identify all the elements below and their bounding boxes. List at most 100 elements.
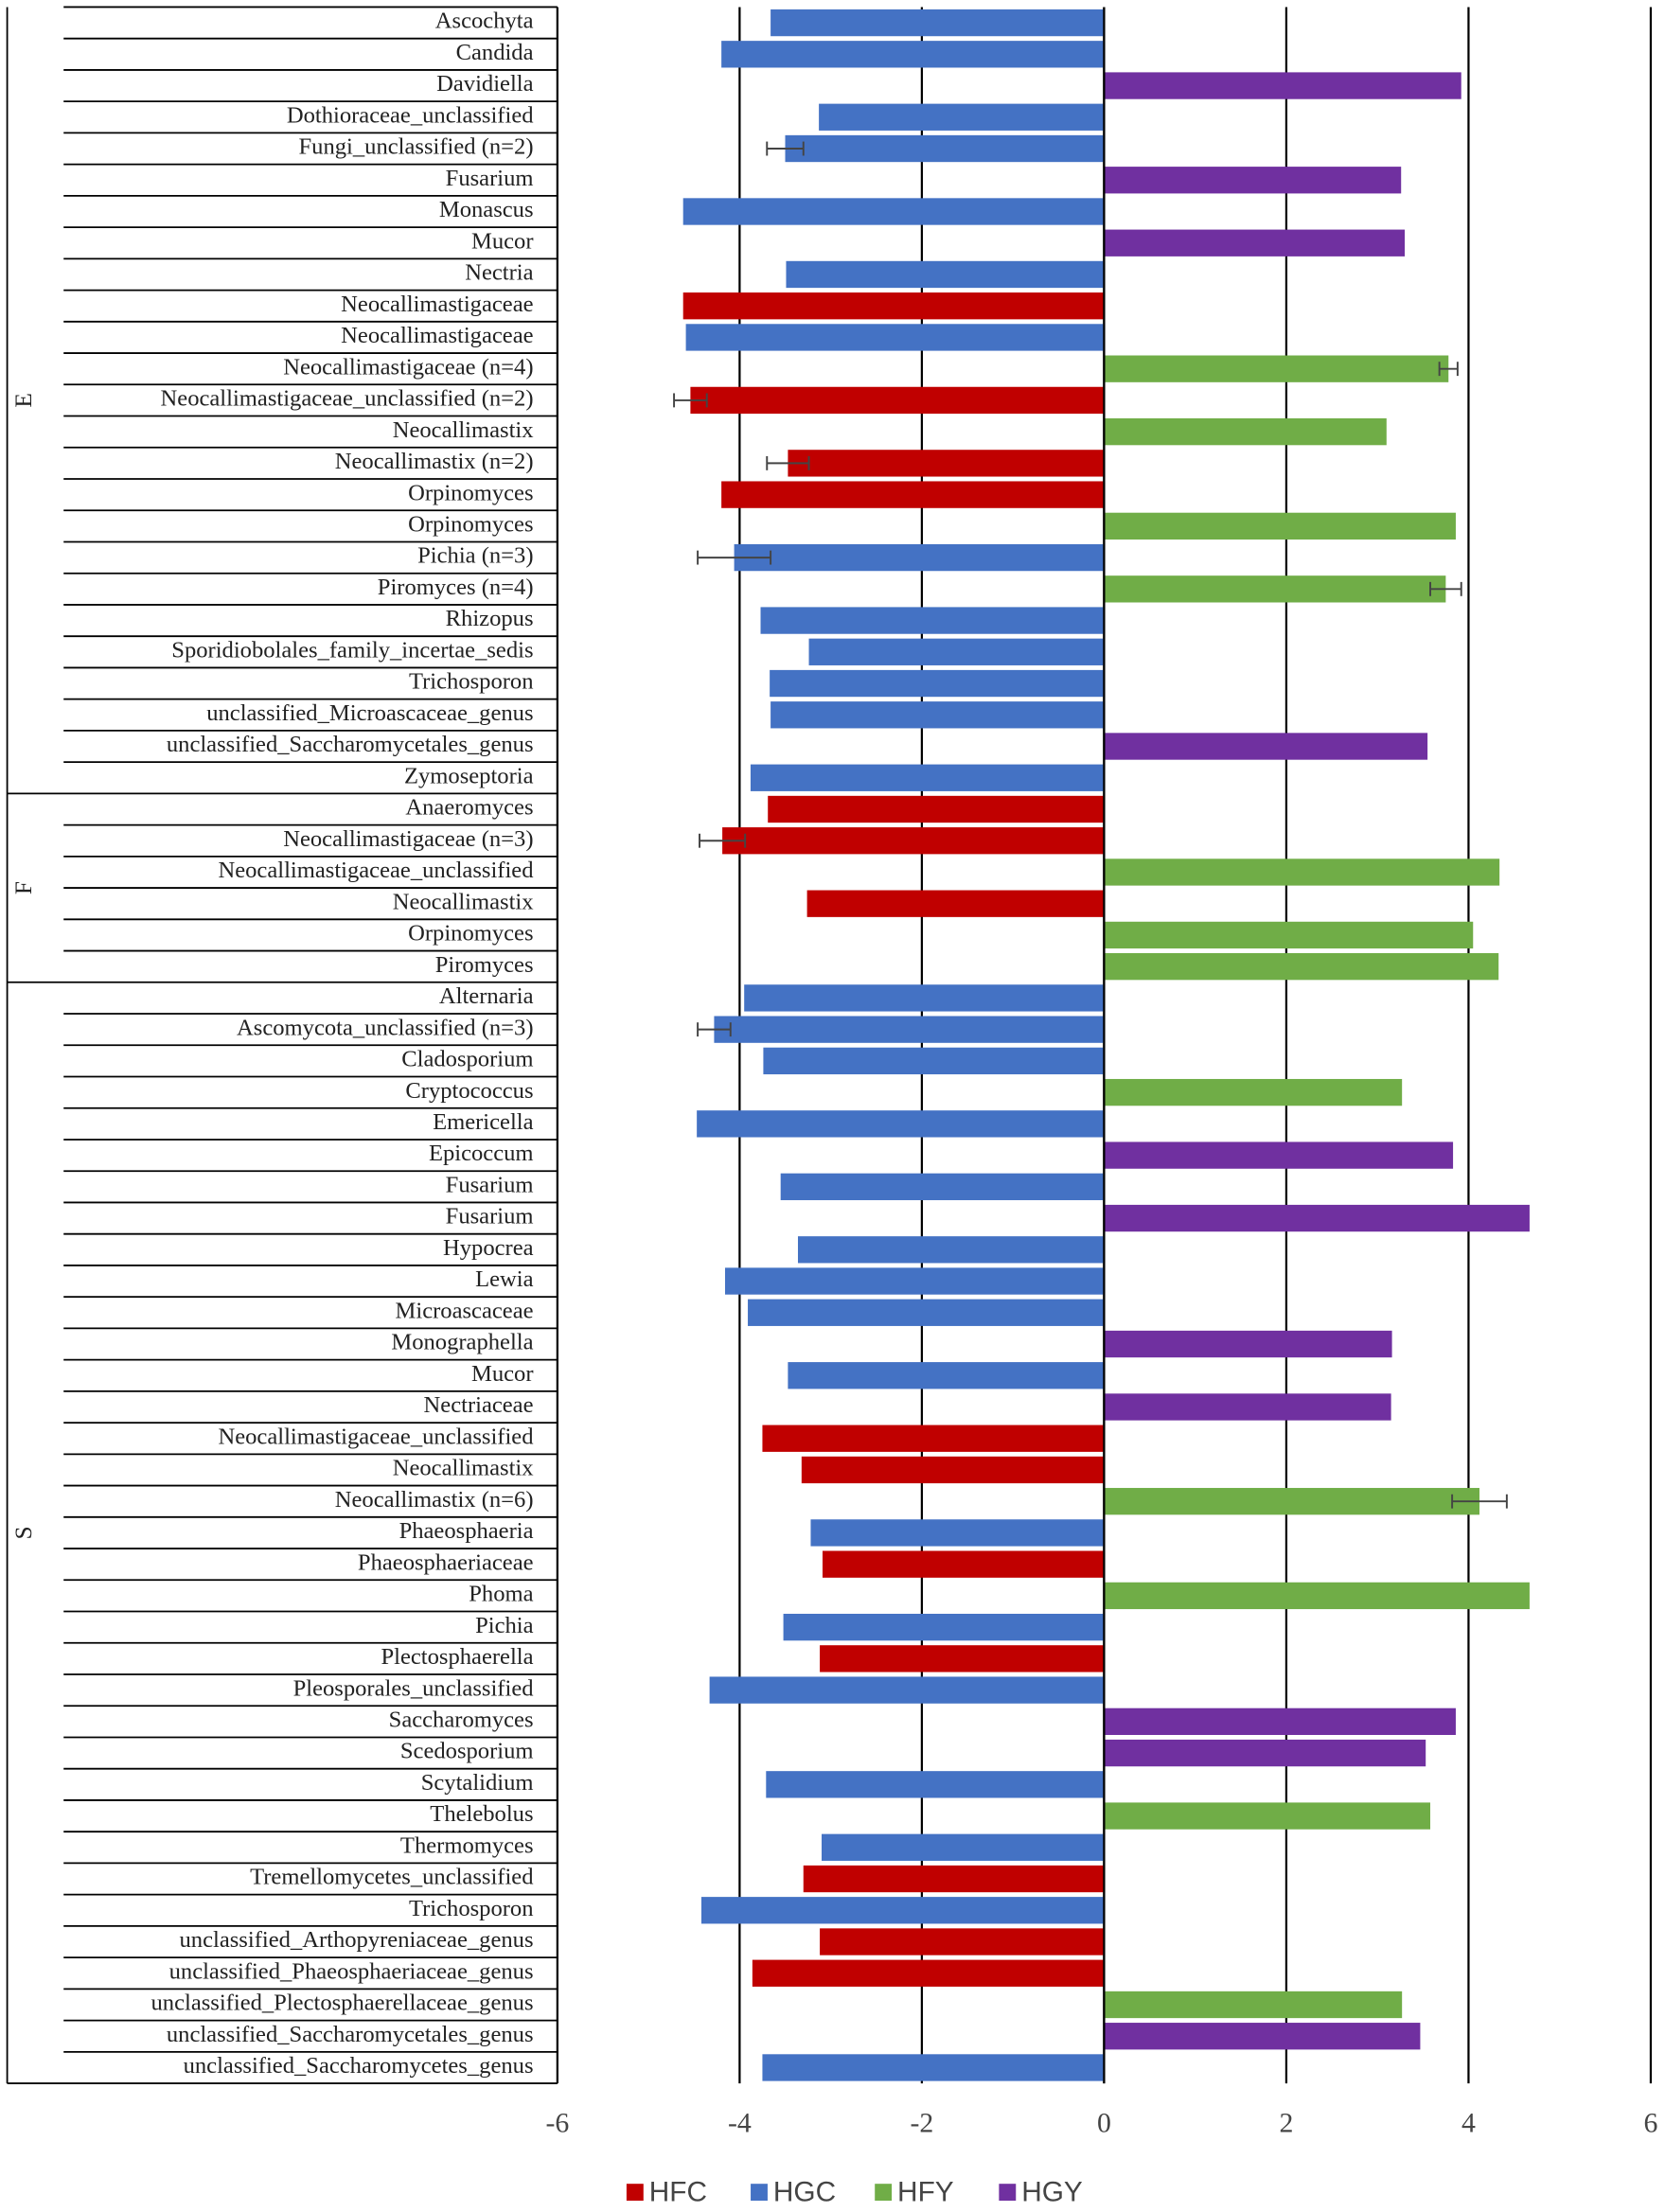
bar	[709, 1676, 1105, 1704]
bar	[721, 41, 1105, 68]
legend-label: HGC	[773, 2176, 836, 2207]
group-label: S	[10, 1526, 37, 1539]
x-tick-label: 0	[1097, 2108, 1111, 2139]
bar	[752, 1959, 1105, 1987]
error-bar	[766, 455, 810, 470]
bar	[682, 198, 1105, 225]
category-label: Rhizopus	[446, 606, 534, 631]
category-label: Monographella	[391, 1330, 533, 1355]
bar	[1104, 858, 1500, 886]
bar	[1104, 953, 1499, 981]
group-label: E	[10, 393, 37, 407]
bar	[820, 1928, 1105, 1955]
x-tick-label: -2	[910, 2108, 933, 2139]
bar	[785, 134, 1105, 163]
bar	[797, 1236, 1105, 1264]
category-label: Pichia	[475, 1613, 534, 1638]
bar	[750, 764, 1105, 791]
legend-swatch	[751, 2184, 768, 2202]
category-label: Mucor	[471, 1361, 534, 1387]
category-label: Zymoseptoria	[404, 763, 534, 788]
bar	[1104, 2023, 1421, 2050]
category-label: Cryptococcus	[405, 1078, 533, 1104]
category-label: Trichosporon	[409, 669, 534, 695]
category-label: Tremellomycetes_unclassified	[250, 1865, 533, 1890]
category-label: Neocallimastix (n=6)	[335, 1487, 534, 1513]
legend-swatch	[999, 2184, 1017, 2202]
bar	[1104, 229, 1406, 257]
x-tick-label: -6	[545, 2108, 569, 2139]
bar	[822, 1550, 1105, 1578]
bar	[808, 638, 1105, 665]
x-tick-label: -4	[728, 2108, 752, 2139]
category-label: Neocallimastix (n=2)	[335, 449, 534, 474]
bar	[766, 1771, 1105, 1798]
legend-swatch	[626, 2184, 644, 2202]
bar	[1104, 1488, 1479, 1515]
bar	[819, 103, 1105, 131]
bar	[820, 1645, 1105, 1672]
bar	[1104, 1393, 1391, 1421]
category-label: Fusarium	[446, 1204, 534, 1230]
x-tick-label: 6	[1643, 2108, 1657, 2139]
bar	[1104, 417, 1387, 446]
bar	[1104, 72, 1461, 99]
category-label: Davidiella	[436, 71, 533, 97]
category-label: Neocallimastix	[393, 417, 534, 443]
bar	[762, 2054, 1105, 2081]
bar	[783, 1613, 1105, 1641]
category-label: Sporidiobolales_family_incertae_sedis	[171, 637, 533, 663]
error-bar	[697, 1022, 732, 1037]
category-label: unclassified_Arthopyreniaceae_genus	[180, 1927, 534, 1953]
category-label: Pleosporales_unclassified	[293, 1675, 534, 1701]
bar	[786, 260, 1105, 289]
category-label: Neocallimastigaceae_unclassified (n=2)	[161, 386, 534, 412]
bar	[763, 1047, 1105, 1075]
bar	[1104, 1330, 1392, 1358]
category-label: Scedosporium	[400, 1739, 534, 1764]
category-label: unclassified_Saccharomycetales_genus	[167, 2022, 534, 2047]
bar	[810, 1519, 1105, 1547]
bar	[1104, 1204, 1530, 1232]
legend-swatch	[875, 2184, 893, 2202]
bar	[822, 1833, 1105, 1861]
error-bar	[699, 833, 747, 848]
category-label: Neocallimastix	[393, 889, 534, 914]
bar	[771, 9, 1105, 37]
category-label: Microascaceae	[396, 1298, 534, 1323]
category-label: unclassified_Microascaceae_genus	[206, 700, 533, 726]
bar	[1104, 355, 1449, 382]
bar	[803, 1865, 1105, 1893]
bar	[1104, 1078, 1403, 1106]
category-label: Piromyces	[435, 952, 534, 978]
category-label: Epicoccum	[429, 1141, 534, 1166]
bar	[697, 1110, 1105, 1138]
category-label: Trichosporon	[409, 1896, 534, 1921]
legend-label: HFY	[897, 2176, 954, 2207]
category-label: Scytalidium	[421, 1770, 534, 1796]
bar	[762, 1425, 1105, 1452]
category-label: Thermomyces	[400, 1832, 534, 1858]
category-label: Phaeosphaeriaceae	[358, 1549, 534, 1575]
bar	[788, 450, 1105, 477]
category-label: Neocallimastigaceae_unclassified	[218, 858, 533, 883]
category-label: Neocallimastigaceae (n=3)	[283, 826, 533, 852]
bar	[1104, 733, 1428, 760]
bar	[722, 827, 1105, 855]
bar	[770, 669, 1105, 698]
category-label: Hypocrea	[443, 1235, 534, 1261]
bar	[1104, 1141, 1454, 1169]
group-label: F	[10, 881, 37, 894]
category-label: Dothioraceae_unclassified	[287, 102, 534, 128]
category-label: Nectria	[465, 260, 533, 286]
bar	[1104, 1739, 1426, 1767]
error-bar	[766, 141, 805, 156]
category-label: unclassified_Saccharomycetales_genus	[167, 732, 534, 757]
bar	[724, 1267, 1105, 1295]
bar	[744, 984, 1105, 1012]
category-label: Fungi_unclassified (n=2)	[299, 134, 534, 160]
bar	[780, 1173, 1105, 1200]
category-label: Monascus	[439, 197, 534, 222]
category-label: Alternaria	[439, 983, 534, 1009]
bar	[1104, 1582, 1530, 1610]
